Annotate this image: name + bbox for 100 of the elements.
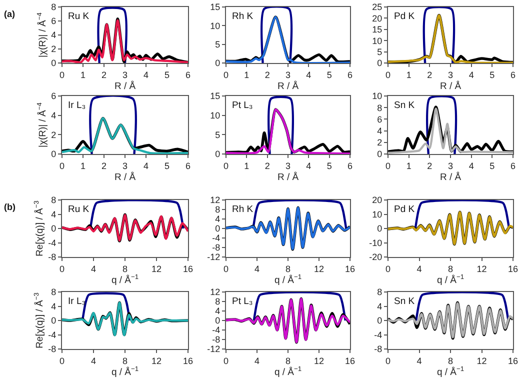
text: (b) — [4, 202, 16, 212]
text: (a) — [4, 9, 15, 19]
y-tick-label: 0 — [51, 58, 56, 68]
y-tick-label: 2 — [51, 44, 56, 54]
x-axis-title: R / Å — [440, 170, 462, 183]
x-tick-label: 5 — [326, 160, 332, 171]
x-tick-label: 12 — [314, 264, 324, 274]
x-tick-label: 5 — [164, 70, 170, 80]
y-tick-label: 4 — [377, 301, 382, 312]
y-tick-label: -20 — [369, 252, 382, 262]
x-tick-label: 0 — [59, 264, 65, 274]
x-tick-label: 8 — [122, 356, 128, 366]
y-tick-label: -12 — [207, 344, 220, 354]
annotation: Ru K — [68, 204, 90, 215]
y-tick-label: 0 — [51, 224, 56, 234]
x-tick-label: 4 — [90, 356, 96, 366]
y-tick-label: 8 — [215, 204, 220, 215]
y-tick-label: 6 — [51, 91, 56, 102]
x-axis-title: R / Å — [277, 80, 300, 92]
x-tick-label: 3 — [122, 160, 128, 171]
y-tick-label: 8 — [377, 102, 382, 113]
x-tick-label: 6 — [510, 70, 516, 80]
x-tick-label: 1 — [406, 70, 412, 80]
x-tick-label: 8 — [448, 264, 454, 274]
y-tick-label: 5 — [215, 39, 220, 50]
x-tick-label: 4 — [416, 264, 422, 274]
y-tick-label: 8 — [377, 287, 382, 298]
x-axis-title: q / Å$^{−1}$ — [436, 366, 464, 378]
x-tick-label: 3 — [122, 70, 128, 80]
y-tick-label: 8 — [51, 195, 56, 206]
x-tick-label: 0 — [59, 160, 65, 171]
x-tick-label: 4 — [143, 70, 149, 80]
annotation: Pd K — [394, 11, 416, 22]
x-tick-label: 3 — [285, 70, 291, 80]
x-tick-label: 6 — [510, 160, 516, 171]
x-tick-label: 1 — [80, 160, 86, 171]
y-tick-label: 12 — [210, 287, 220, 298]
x-tick-label: 4 — [143, 160, 149, 171]
x-tick-label: 0 — [59, 70, 65, 80]
x-tick-label: 6 — [185, 160, 191, 171]
x-tick-label: 5 — [326, 70, 332, 80]
x-tick-label: 0 — [223, 264, 229, 274]
x-tick-label: 0 — [223, 356, 229, 366]
x-tick-label: 8 — [122, 264, 128, 274]
annotation: Rh K — [232, 204, 254, 215]
x-tick-label: 6 — [185, 70, 191, 80]
annotation: Ir L₃ — [68, 296, 86, 307]
x-tick-label: 2 — [264, 70, 270, 80]
x-tick-label: 4 — [254, 264, 260, 274]
x-tick-label: 4 — [306, 70, 312, 80]
x-tick-label: 16 — [344, 264, 356, 274]
y-tick-label: 20 — [372, 13, 382, 24]
x-tick-label: 0 — [385, 264, 391, 274]
y-tick-label: -8 — [48, 252, 56, 262]
x-tick-label: 2 — [101, 70, 107, 80]
x-tick-label: 12 — [476, 264, 487, 274]
x-tick-label: 4 — [306, 160, 312, 171]
x-tick-label: 5 — [164, 160, 170, 171]
y-tick-label: 5 — [215, 130, 220, 140]
annotation: Pd K — [394, 204, 416, 215]
x-tick-label: 12 — [151, 264, 162, 274]
x-axis-title: q / Å$^{−1}$ — [274, 366, 302, 378]
y-tick-label: -8 — [212, 242, 220, 253]
x-tick-label: 12 — [151, 356, 162, 366]
x-tick-label: 4 — [468, 160, 474, 171]
x-tick-label: 0 — [385, 356, 391, 366]
y-tick-label: 4 — [215, 214, 220, 224]
x-axis-title: R / Å — [277, 170, 300, 183]
y-tick-label: -4 — [374, 330, 382, 340]
y-tick-label: 4 — [215, 306, 220, 316]
annotation: Sn K — [394, 296, 416, 307]
y-tick-label: 2 — [377, 138, 382, 148]
y-tick-label: 0 — [215, 58, 220, 68]
x-tick-label: 3 — [448, 70, 454, 80]
y-tick-label: 0 — [51, 149, 56, 160]
y-tick-label: 0 — [377, 224, 382, 234]
x-tick-label: 12 — [314, 356, 324, 366]
y-tick-label: 0 — [215, 149, 220, 160]
x-tick-label: 8 — [285, 264, 291, 274]
y-tick-label: 15 — [210, 2, 220, 12]
y-tick-label: -8 — [374, 344, 382, 354]
x-axis-title: R / Å — [440, 80, 462, 92]
x-tick-label: 5 — [490, 70, 495, 80]
y-tick-label: 15 — [372, 24, 382, 35]
x-tick-label: 3 — [285, 160, 291, 171]
x-tick-label: 16 — [344, 356, 356, 366]
x-tick-label: 1 — [244, 70, 250, 80]
x-tick-label: 16 — [508, 264, 518, 274]
annotation: Rh K — [232, 11, 254, 22]
annotation: Sn K — [394, 100, 416, 111]
y-tick-label: 10 — [210, 20, 220, 31]
y-tick-label: -8 — [212, 334, 220, 345]
y-tick-label: -12 — [207, 252, 220, 262]
y-tick-label: 0 — [215, 224, 220, 234]
x-tick-label: 2 — [427, 160, 432, 171]
y-tick-label: 10 — [372, 36, 382, 46]
y-tick-label: 2 — [51, 130, 56, 140]
x-tick-label: 0 — [385, 70, 391, 80]
x-tick-label: 1 — [406, 160, 412, 171]
y-tick-label: 0 — [377, 316, 382, 326]
